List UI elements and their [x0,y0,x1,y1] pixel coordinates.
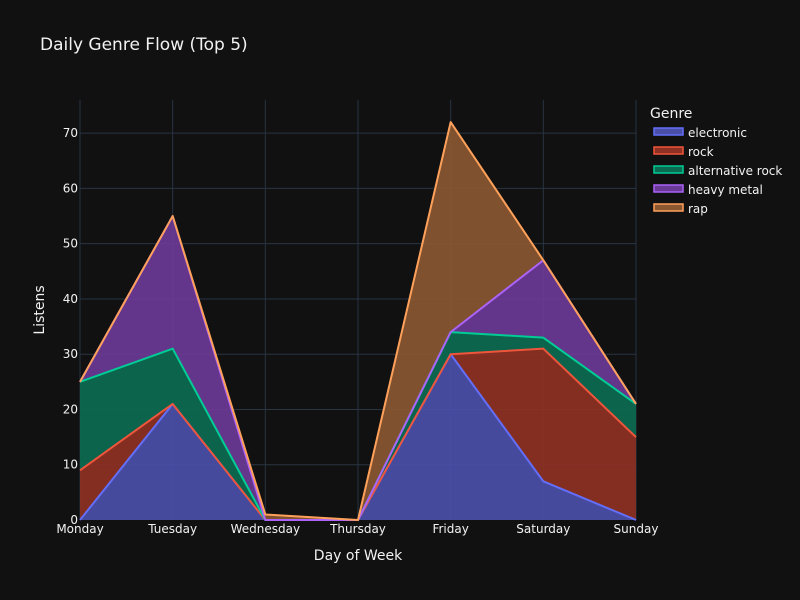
legend-swatch-rock [653,146,684,155]
y-tick-label: 60 [63,181,78,195]
legend-swatch-rap [653,203,684,212]
y-tick-label: 20 [63,402,78,416]
area-heavy-metal [80,216,636,521]
legend-label-rap: rap [688,202,708,216]
x-tick-label: Thursday [329,522,386,536]
legend-label-heavy-metal: heavy metal [688,183,763,197]
x-tick-label: Friday [432,522,468,536]
y-tick-label: 50 [63,237,78,251]
y-tick-label: 10 [63,458,78,472]
chart-title: Daily Genre Flow (Top 5) [40,35,248,55]
legend-label-rock: rock [688,145,714,159]
x-tick-label: Wednesday [231,522,300,536]
y-axis-title: Listens [32,285,48,334]
x-tick-label: Sunday [614,522,659,536]
legend-label-electronic: electronic [688,126,747,140]
area-electronic [80,354,636,520]
y-tick-label: 0 [70,513,78,527]
x-axis-title: Day of Week [314,548,403,564]
tick-layer: Monday Tuesday Wednesday Thursday Friday Satu… [56,126,658,536]
area-rock [80,348,636,520]
x-tick-label: Monday [56,522,103,536]
legend-swatch-electronic [653,127,684,136]
legend-swatch-heavy-metal [653,184,684,193]
area-rap [80,122,636,521]
line-rap [79,121,637,521]
legend-swatch-alternative-rock [653,165,684,174]
legend: Genre electronic rock alternative rock heav… [650,106,782,216]
y-tick-label: 30 [63,347,78,361]
y-tick-label: 40 [63,292,78,306]
x-tick-label: Saturday [516,522,570,536]
legend-title: Genre [650,106,692,122]
line-layer [79,121,637,521]
legend-label-alternative-rock: alternative rock [688,164,782,178]
x-tick-label: Tuesday [147,522,197,536]
y-tick-label: 70 [63,126,78,140]
